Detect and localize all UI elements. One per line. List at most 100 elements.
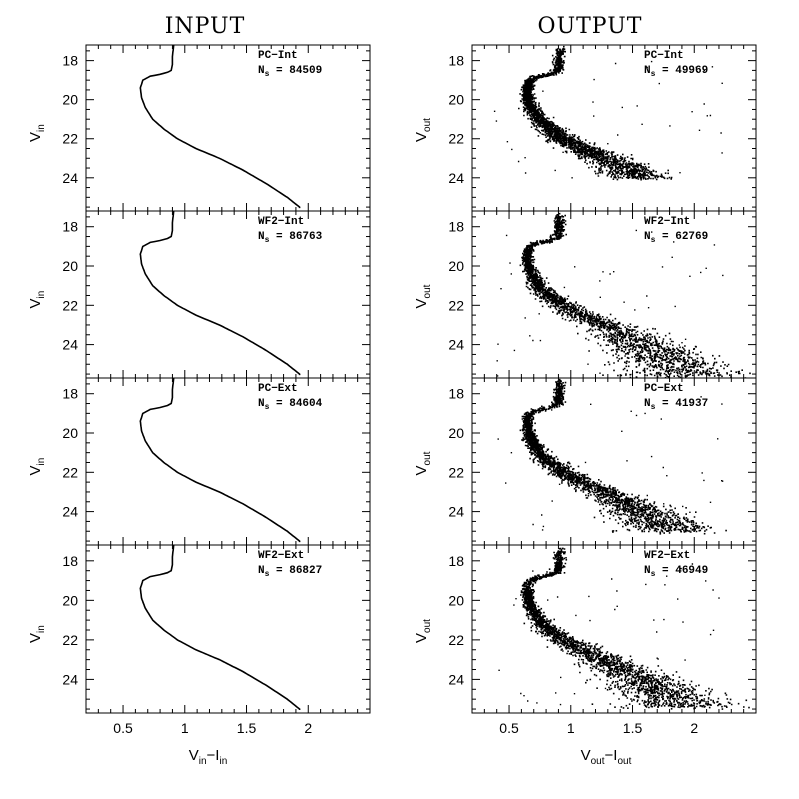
- panel-label: PC−Int: [258, 50, 298, 62]
- y-tick-label: 18: [448, 53, 464, 69]
- y-tick-label: 20: [448, 592, 464, 608]
- star-count: Ns = 62769: [644, 231, 708, 245]
- fiducial-sequence-line: [139, 211, 301, 376]
- panel-label: WF2−Int: [644, 216, 690, 228]
- fiducial-sequence-line: [139, 45, 301, 209]
- x-tick-label: 2: [690, 720, 698, 736]
- panel-label: WF2−Ext: [644, 550, 690, 562]
- fiducial-sequence-line: [139, 545, 301, 710]
- panel-label: PC−Int: [644, 50, 684, 62]
- panel-data: [498, 547, 750, 710]
- y-axis-label: Vin: [27, 291, 47, 309]
- y-tick-label: 24: [62, 337, 78, 353]
- y-tick-label: 22: [448, 464, 464, 480]
- y-tick-label: 20: [448, 258, 464, 274]
- y-tick-label: 22: [448, 297, 464, 313]
- y-tick-label: 24: [62, 504, 78, 520]
- y-axis-label: Vin: [27, 625, 47, 643]
- y-axis-label: Vout: [413, 284, 433, 308]
- panel-data: [139, 45, 301, 209]
- panel-data: [139, 211, 301, 376]
- star-count: Ns = 86827: [258, 565, 322, 579]
- panel-frame: [471, 44, 757, 212]
- panel-label: WF2−Int: [258, 216, 304, 228]
- y-tick-label: 22: [62, 131, 78, 147]
- y-tick-label: 18: [448, 553, 464, 569]
- y-tick-label: 20: [62, 592, 78, 608]
- panel-1-0: 18 20 22 24 WF2−Int Ns = 86763 Vin: [27, 210, 371, 379]
- y-tick-label: 20: [62, 92, 78, 108]
- star-count: Ns = 84509: [258, 65, 322, 79]
- y-tick-label: 18: [62, 386, 78, 402]
- panel-3-0: 18 20 22 24 0.5 1 1.5 2 WF2−Ext Ns = 86827 Vin: [27, 544, 371, 736]
- x-tick-label: 1: [181, 720, 189, 736]
- star-points: [497, 378, 727, 535]
- x-tick-label: 1.5: [237, 720, 257, 736]
- y-tick-label: 24: [62, 671, 78, 687]
- panel-0-1: 18 20 22 24 PC−Int Ns = 49969 Vout: [413, 44, 757, 212]
- panel-data: [496, 212, 751, 378]
- y-tick-label: 18: [448, 219, 464, 235]
- y-axis-label: Vout: [413, 118, 433, 142]
- star-points: [496, 212, 751, 378]
- y-tick-label: 22: [62, 464, 78, 480]
- y-tick-label: 20: [448, 92, 464, 108]
- panel-3-1: 18 20 22 24 0.5 1 1.5 2 WF2−Ext Ns = 46949 Vout: [413, 544, 757, 736]
- star-count: Ns = 86763: [258, 231, 323, 245]
- x-tick-label: 0.5: [499, 720, 519, 736]
- panel-frame: [85, 210, 371, 379]
- x-tick-label: 0.5: [113, 720, 133, 736]
- panel-frame: [85, 44, 371, 212]
- fiducial-sequence-line: [139, 378, 301, 543]
- star-count: Ns = 41937: [644, 398, 708, 412]
- panel-label: PC−Ext: [644, 383, 684, 395]
- y-tick-label: 18: [62, 219, 78, 235]
- panel-frame: [85, 377, 371, 546]
- panel-label: PC−Ext: [258, 383, 298, 395]
- y-tick-label: 18: [62, 553, 78, 569]
- y-tick-label: 24: [448, 337, 464, 353]
- panel-2-1: 18 20 22 24 PC−Ext Ns = 41937 Vout: [413, 377, 757, 546]
- panel-data: [497, 378, 727, 535]
- x-tick-label: 2: [304, 720, 312, 736]
- y-tick-label: 18: [62, 53, 78, 69]
- y-tick-label: 20: [62, 425, 78, 441]
- panel-frame: [471, 544, 757, 714]
- y-tick-label: 18: [448, 386, 464, 402]
- y-tick-label: 24: [448, 671, 464, 687]
- star-count: Ns = 84604: [258, 398, 323, 412]
- panel-2-0: 18 20 22 24 PC−Ext Ns = 84604 Vin: [27, 377, 371, 546]
- y-tick-label: 22: [448, 632, 464, 648]
- panel-1-1: 18 20 22 24 WF2−Int Ns = 62769 Vout: [413, 210, 757, 379]
- y-axis-label: Vin: [27, 124, 47, 142]
- output-column-title: OUTPUT: [538, 14, 643, 39]
- y-tick-label: 22: [448, 131, 464, 147]
- y-tick-label: 20: [448, 425, 464, 441]
- star-count: Ns = 46949: [644, 565, 708, 579]
- star-points: [498, 547, 750, 710]
- x-axis-label: Vin−Iin: [189, 747, 228, 767]
- panel-frame: [85, 544, 371, 714]
- y-tick-label: 22: [62, 632, 78, 648]
- axis-labels: Vin−Iin Vout−Iout: [189, 747, 632, 767]
- panel-data: [139, 545, 301, 710]
- panel-frame: [471, 210, 757, 379]
- y-axis-label: Vout: [413, 619, 433, 643]
- y-tick-label: 22: [62, 297, 78, 313]
- panel-data: [139, 378, 301, 543]
- x-tick-label: 1.5: [623, 720, 643, 736]
- panel-label: WF2−Ext: [258, 550, 304, 562]
- x-axis-label: Vout−Iout: [581, 747, 632, 767]
- y-tick-label: 24: [448, 504, 464, 520]
- x-tick-label: 1: [567, 720, 575, 736]
- y-tick-label: 20: [62, 258, 78, 274]
- panel-frame: [471, 377, 757, 546]
- y-axis-label: Vout: [413, 451, 433, 475]
- y-tick-label: 24: [62, 170, 78, 186]
- input-column-title: INPUT: [165, 14, 246, 39]
- panel-data: [493, 45, 723, 181]
- panel-0-0: 18 20 22 24 PC−Int Ns = 84509 Vin: [27, 44, 371, 212]
- y-axis-label: Vin: [27, 458, 47, 476]
